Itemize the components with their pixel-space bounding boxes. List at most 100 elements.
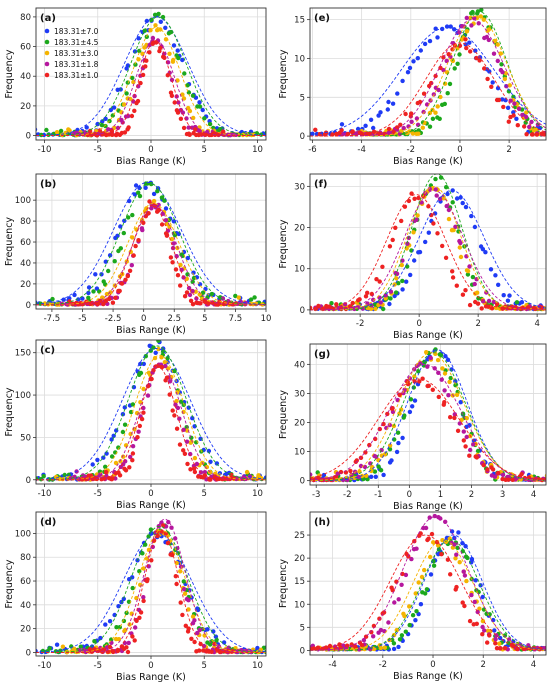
data-point [495, 58, 500, 64]
data-point [480, 594, 485, 600]
data-point [373, 306, 378, 311]
y-tick-label: 30 [294, 182, 305, 192]
data-point [369, 291, 374, 297]
plot-frame [309, 7, 547, 141]
data-point [107, 296, 112, 302]
data-point [454, 283, 459, 288]
data-point [373, 474, 378, 479]
data-point [539, 305, 544, 310]
data-point [176, 231, 181, 237]
data-point [252, 295, 257, 300]
data-point [197, 648, 202, 653]
data-point [498, 646, 503, 651]
data-point [506, 119, 511, 124]
data-point [524, 114, 529, 120]
data-point [399, 582, 404, 587]
fit-curve [310, 185, 546, 311]
x-tick-label: -5 [94, 661, 102, 671]
data-point [135, 369, 140, 374]
data-point [186, 607, 191, 612]
y-axis-label: Frequency [278, 219, 289, 268]
fit-curve [310, 19, 546, 137]
data-point [87, 128, 93, 134]
data-point [496, 97, 502, 103]
data-point [173, 536, 178, 541]
data-point [435, 357, 441, 363]
data-point [460, 292, 466, 297]
data-point [433, 73, 438, 79]
data-point [483, 250, 488, 255]
data-point [407, 604, 412, 609]
data-point [502, 633, 508, 638]
data-point [188, 451, 193, 457]
data-point [403, 572, 409, 578]
y-tick-label: 20 [294, 418, 305, 428]
data-point [491, 51, 497, 56]
plot-frame [35, 339, 267, 485]
x-tick-label: -2 [407, 145, 415, 155]
fit-curve [36, 204, 266, 306]
data-point [164, 375, 170, 380]
data-point [156, 346, 161, 352]
data-point [474, 455, 479, 460]
data-point [479, 306, 484, 311]
data-point [130, 212, 135, 218]
data-point [511, 94, 516, 100]
data-point [197, 100, 202, 105]
data-point [445, 357, 451, 362]
data-point [156, 207, 162, 213]
data-point [501, 104, 506, 110]
data-point [130, 402, 136, 407]
data-point [446, 216, 452, 222]
data-point [514, 300, 520, 305]
data-point [191, 115, 196, 121]
data-point [171, 43, 177, 48]
data-point [200, 107, 205, 113]
data-point [363, 123, 368, 128]
data-point [405, 264, 410, 269]
data-point [394, 579, 399, 584]
data-point [392, 293, 397, 299]
data-point [369, 474, 374, 479]
data-point [391, 632, 397, 638]
data-point [174, 426, 180, 431]
data-point [159, 195, 165, 200]
data-point [171, 57, 176, 63]
fit-curve [36, 204, 266, 306]
data-point [387, 447, 393, 452]
x-tick-label: -3 [312, 490, 320, 500]
data-point [163, 25, 168, 30]
data-point [171, 241, 176, 246]
data-point [474, 621, 479, 626]
data-point [473, 48, 478, 53]
data-point [468, 15, 473, 20]
data-point [467, 264, 472, 269]
data-point [190, 302, 196, 307]
data-point [126, 215, 131, 220]
data-point [499, 62, 504, 67]
data-point [468, 49, 473, 54]
data-point [389, 458, 394, 463]
data-point [404, 279, 409, 284]
data-point [367, 442, 372, 448]
data-point [176, 100, 181, 105]
y-tick-label: 0 [26, 648, 31, 658]
data-point [202, 116, 207, 121]
x-axis-label: Bias Range (K) [116, 156, 186, 167]
data-point [191, 466, 197, 471]
data-point [411, 59, 416, 64]
data-point [130, 75, 135, 81]
data-point [155, 533, 160, 539]
data-point [167, 379, 173, 384]
data-point [355, 126, 361, 132]
data-point [107, 619, 113, 624]
data-point [429, 531, 435, 537]
data-point [348, 468, 353, 474]
data-point [349, 472, 354, 478]
data-point [108, 290, 113, 295]
x-tick-label: 5 [202, 314, 207, 324]
data-point [310, 472, 313, 477]
data-point [123, 443, 129, 448]
data-point [190, 614, 196, 619]
data-point [352, 475, 357, 480]
